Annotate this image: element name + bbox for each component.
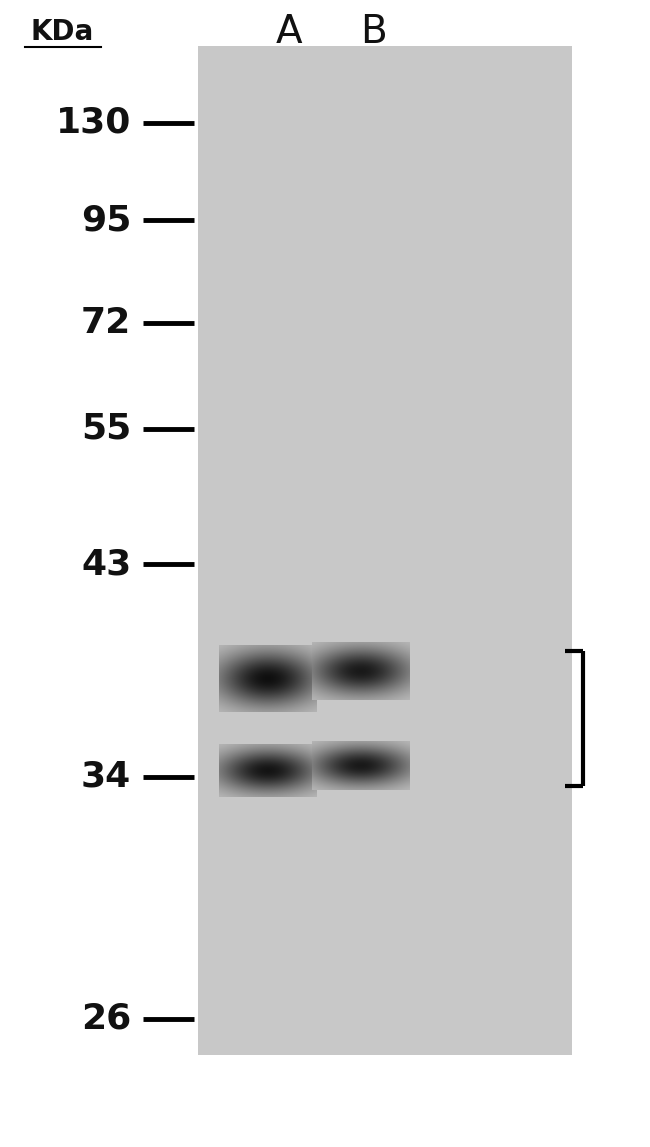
Text: A: A bbox=[276, 13, 302, 52]
Text: 26: 26 bbox=[81, 1001, 131, 1036]
Text: 130: 130 bbox=[56, 106, 131, 140]
Text: 55: 55 bbox=[81, 412, 131, 446]
Text: 43: 43 bbox=[81, 547, 131, 582]
Text: 72: 72 bbox=[81, 306, 131, 341]
Bar bbox=[198, 46, 572, 1055]
Text: 34: 34 bbox=[81, 759, 131, 794]
Text: 95: 95 bbox=[81, 203, 131, 237]
Text: B: B bbox=[360, 13, 387, 52]
Text: KDa: KDa bbox=[30, 18, 94, 46]
